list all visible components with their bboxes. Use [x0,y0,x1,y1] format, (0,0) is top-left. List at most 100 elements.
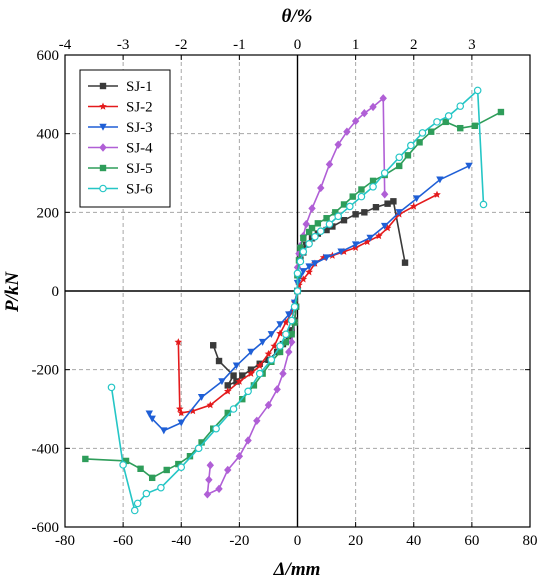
legend-item: SJ-2 [88,100,153,116]
data-point [282,330,290,339]
data-point [479,200,488,209]
data-point [334,140,342,149]
data-point [273,385,281,394]
data-point [300,234,307,242]
series-SJ-6 [107,86,488,515]
x-tick-label: -60 [113,533,133,549]
data-point [215,357,223,365]
data-point [407,141,415,150]
y-tick-label: 0 [52,284,60,300]
data-point [177,408,186,417]
data-point [305,268,313,276]
data-point [351,116,360,126]
data-point [383,224,392,232]
data-point [302,219,310,229]
data-point [282,318,290,326]
data-point [380,222,389,230]
data-point [471,122,478,129]
data-point [224,465,232,475]
legend-marker [99,123,107,131]
data-point [305,228,313,236]
data-point [418,129,427,137]
data-point [308,224,316,232]
data-point [473,86,482,95]
data-point [433,118,441,126]
data-point [380,190,389,199]
data-point [282,338,290,346]
data-point [369,182,377,191]
data-point [290,302,299,311]
data-point [444,112,453,120]
data-point [205,475,213,484]
data-point [436,176,444,184]
data-point [197,394,206,401]
data-point [427,128,435,135]
x-tick-label: -40 [171,533,191,549]
data-point [366,234,374,242]
data-point [412,195,421,203]
x-tick-label: 20 [348,533,363,549]
data-point [145,410,153,418]
data-point [287,337,296,347]
legend-item: SJ-1 [88,79,153,95]
data-point [82,455,89,463]
data-point [308,204,316,213]
data-point [230,372,237,379]
data-point [409,202,418,210]
data-point [264,400,273,410]
legend: SJ-1 SJ-2 SJ-3 SJ-4 SJ-5 SJ-6 [79,69,171,208]
data-point [203,490,212,499]
y-tick-label: -400 [32,441,60,457]
data-point [244,436,252,445]
data-point [276,342,284,350]
data-point [224,409,231,417]
data-point [332,209,339,216]
data-point [293,269,302,278]
data-point [119,461,127,469]
data-point [270,342,279,350]
data-point [357,192,366,201]
data-point [223,387,232,395]
data-point [107,383,116,392]
top-tick-label: 2 [410,37,418,53]
data-point [175,460,182,468]
data-point [215,484,223,494]
data-point [361,209,368,216]
data-point [317,183,325,193]
data-point [232,362,241,370]
legend-item: SJ-4 [88,141,153,157]
data-point [206,401,215,409]
data-point [247,348,255,356]
data-point [384,200,391,207]
data-point [285,347,293,357]
data-point [287,316,296,325]
data-point [137,465,144,472]
data-point [334,212,342,221]
data-point [206,461,215,470]
data-point [363,237,372,246]
data-point [311,260,319,268]
legend-label: SJ-6 [126,182,153,198]
x-tick-label: 60 [464,533,479,549]
y-axis-title: P/kN [2,271,23,313]
data-point [360,109,369,118]
top-tick-label: -2 [175,37,188,53]
data-point [346,202,354,211]
data-point [456,102,465,110]
data-point [224,382,231,389]
legend-marker [99,143,107,152]
data-point [358,186,365,193]
data-point [380,169,389,177]
data-point [177,419,185,427]
data-point [276,348,284,356]
data-point [148,415,156,423]
data-point [433,190,441,198]
data-point [174,338,183,346]
data-point [390,198,397,205]
data-point [247,369,255,377]
data-point [253,416,261,425]
data-point [233,378,240,385]
y-tick-label: -200 [32,363,60,379]
legend-label: SJ-1 [126,79,153,95]
top-tick-label: 1 [352,37,360,53]
